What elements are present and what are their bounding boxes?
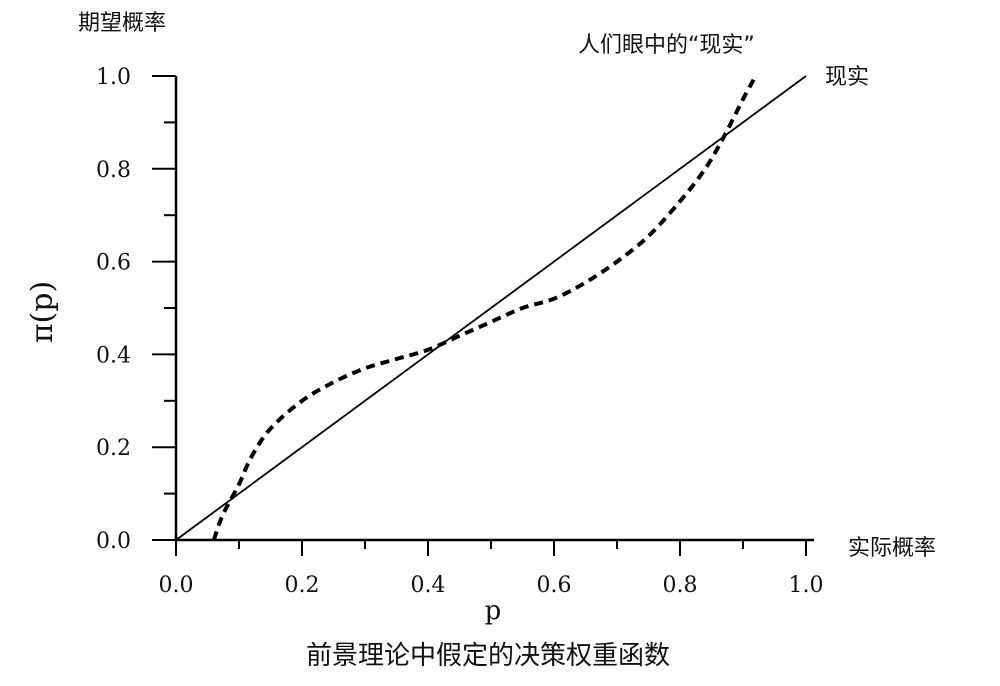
x-tick-label: 1.0 — [789, 573, 824, 598]
y-label: π(p) — [25, 281, 60, 343]
y-axis-title: 期望概率 — [78, 11, 166, 36]
y-tick-label: 1.0 — [96, 65, 131, 90]
series-layer — [175, 75, 807, 541]
series-label-perceived: 人们眼中的“现实” — [578, 33, 755, 58]
series-label-actual: 现实 — [825, 65, 869, 90]
x-label: p — [485, 596, 502, 626]
y-tick-label: 0.8 — [96, 158, 131, 183]
x-tick-label: 0.4 — [411, 573, 446, 598]
y-tick-label: 0.2 — [96, 436, 131, 461]
tick-labels: 0.0 0.2 0.4 0.6 0.8 1.0 0.0 0.2 0.4 0.6 0.8 1.0 — [96, 65, 824, 598]
tick-marks — [152, 75, 807, 556]
series-line-perceived — [211, 75, 758, 541]
x-tick-label: 0.0 — [159, 573, 194, 598]
y-tick-label: 0.4 — [96, 343, 131, 368]
x-tick-label: 0.2 — [285, 573, 320, 598]
y-tick-label: 0.6 — [96, 251, 131, 276]
x-tick-label: 0.6 — [537, 573, 572, 598]
series-line-actual — [175, 75, 807, 541]
x-axis-title: 实际概率 — [848, 536, 936, 561]
chart-caption: 前景理论中假定的决策权重函数 — [306, 641, 670, 671]
y-tick-label: 0.0 — [96, 529, 131, 554]
x-tick-label: 0.8 — [663, 573, 698, 598]
